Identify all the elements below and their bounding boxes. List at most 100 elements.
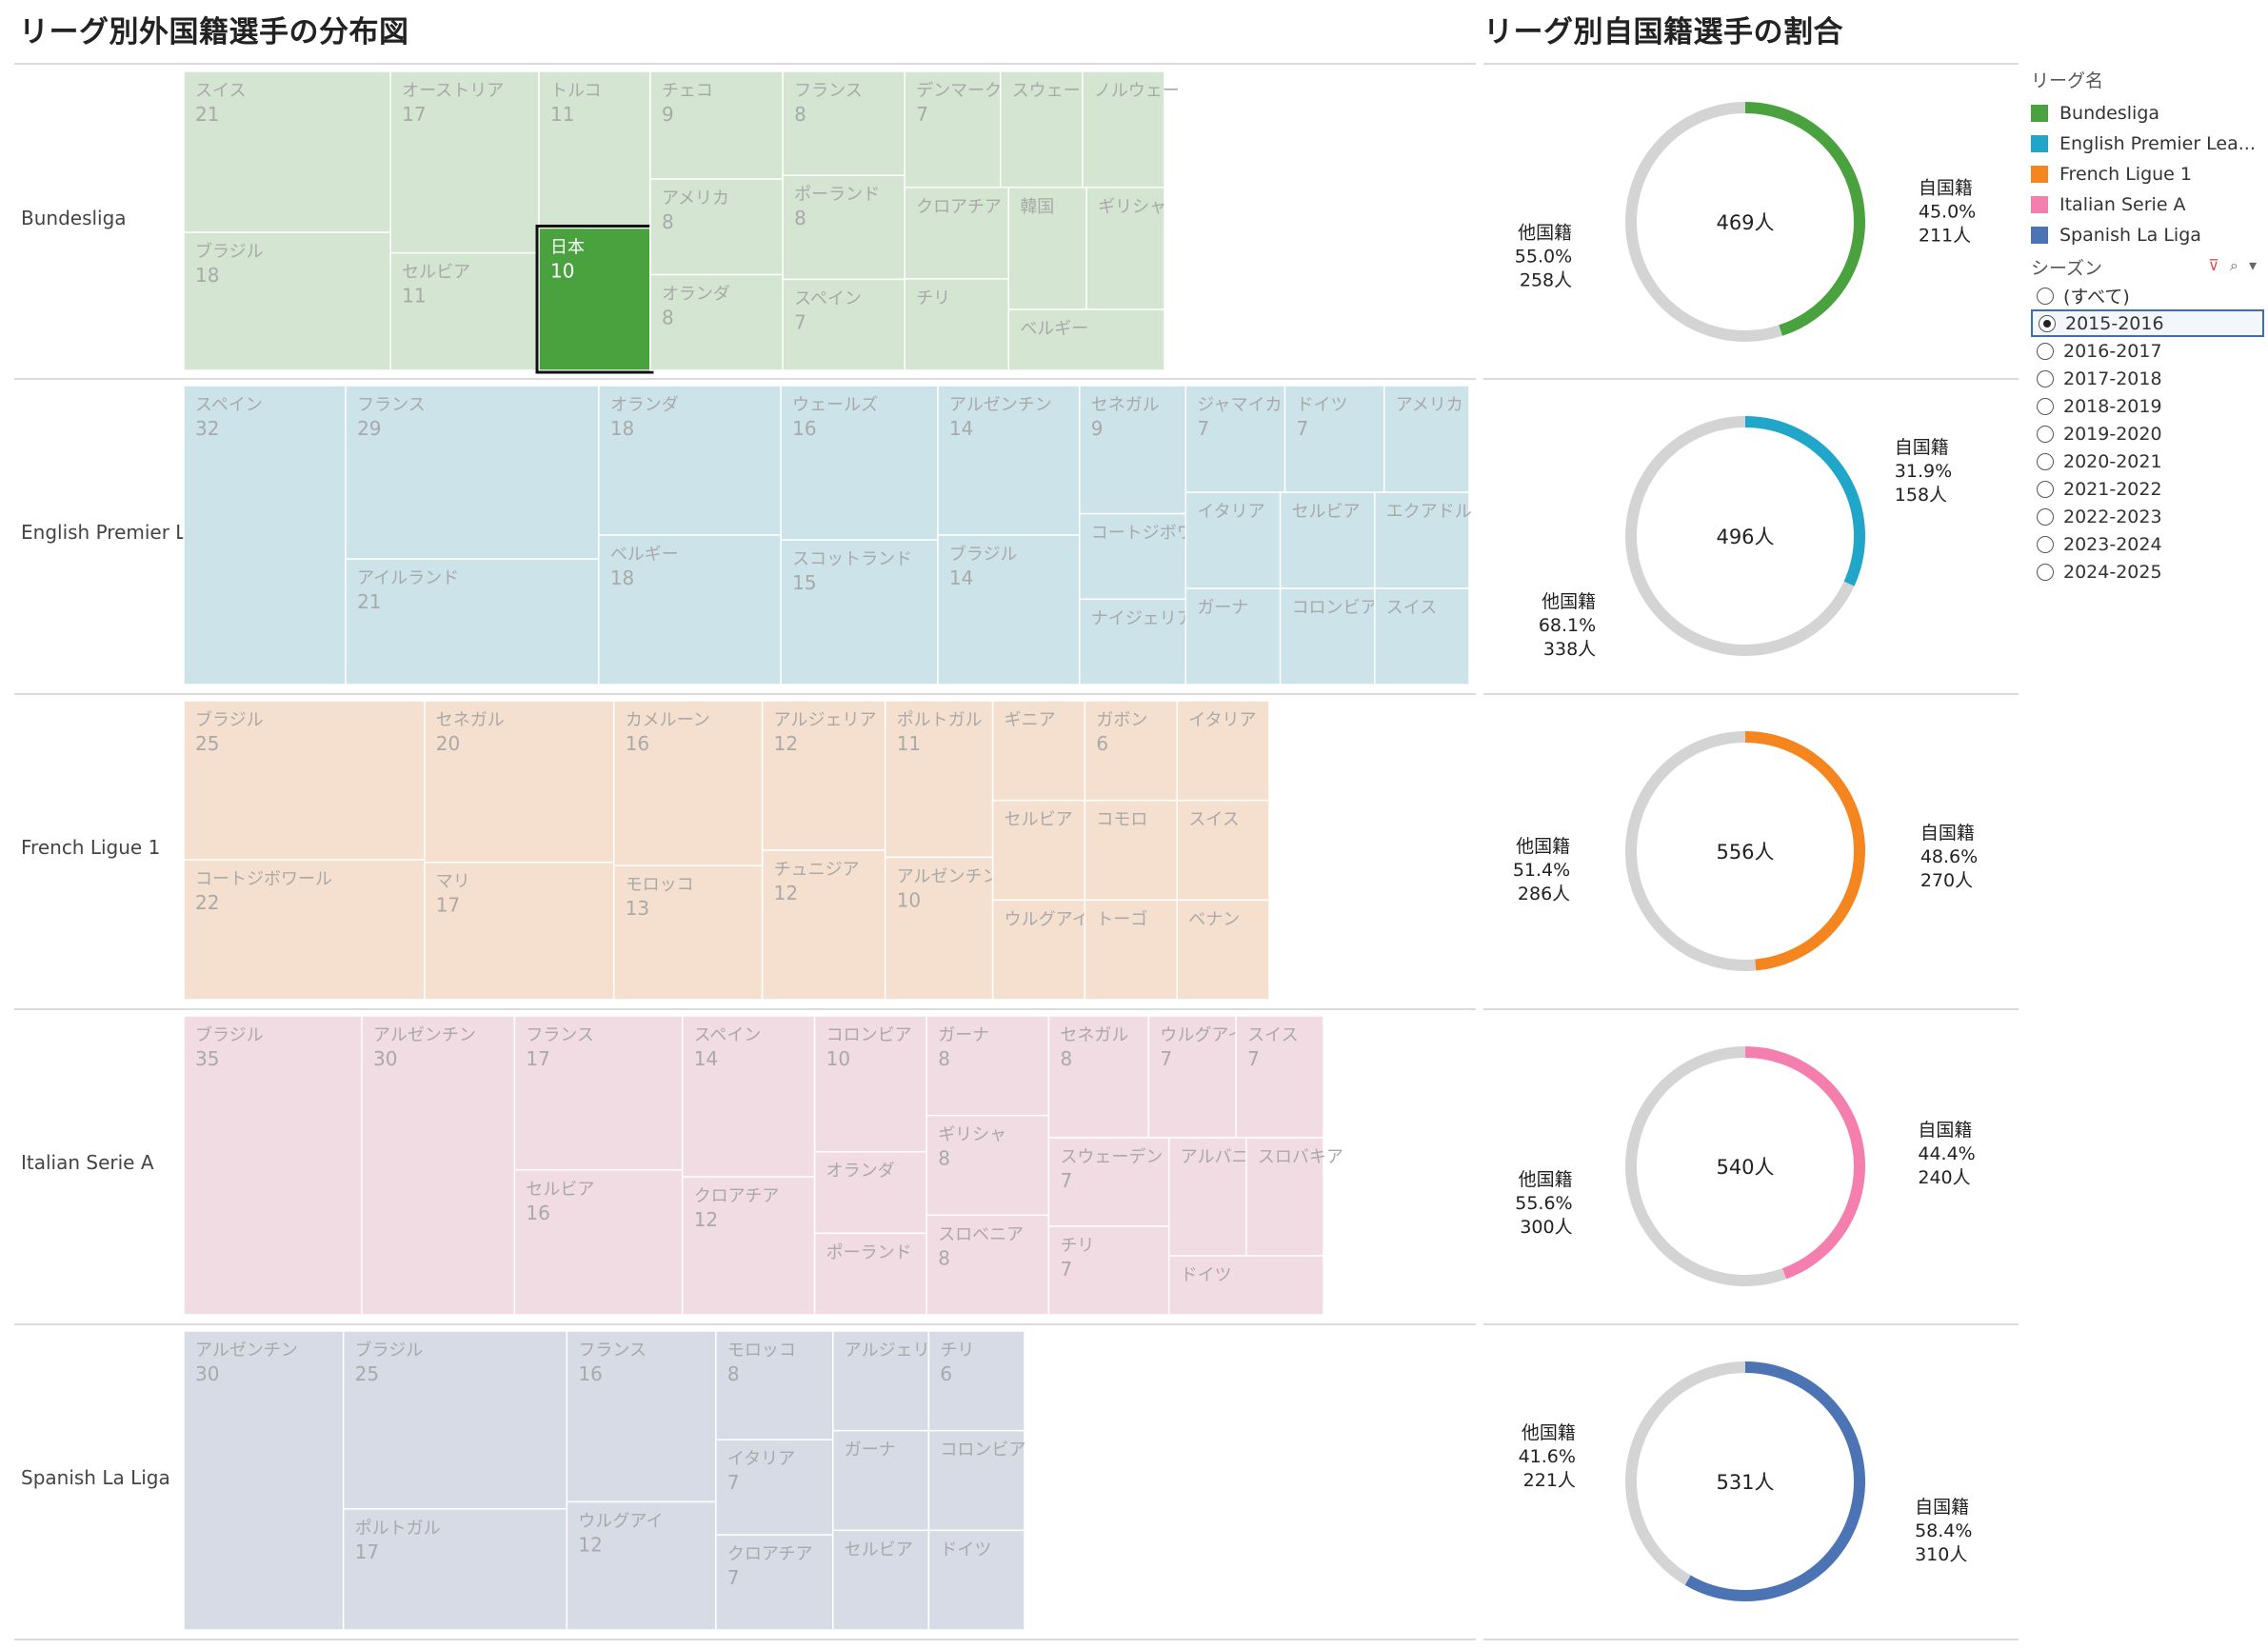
treemap-cell-value: 7 [1297,417,1309,440]
legend-item-la-liga[interactable]: Spanish La Liga [2031,220,2268,250]
treemap-cell [342,1508,568,1631]
season-option[interactable]: 2018-2019 [2031,392,2264,420]
treemap-cell-label: トーゴ [1096,909,1147,929]
season-option-label: 2020-2021 [2063,450,2162,472]
donut-title: リーグ別自国籍選手の割合 [1483,15,1843,50]
season-option[interactable]: 2020-2021 [2031,447,2264,475]
treemap-cell [991,899,1086,1001]
treemap-cell-label: セルビア [402,263,470,283]
treemap-cell-label: ブラジル [195,1024,264,1045]
donut-label-other: 221人 [1523,1470,1576,1491]
legend-label: Spanish La Liga [2059,225,2201,246]
treemap-cell [1176,899,1270,1001]
treemap-cell [780,539,939,685]
search-icon[interactable]: ⌕ [2229,256,2238,274]
donut-label-own: 自国籍 [1918,1120,1972,1141]
treemap-cell-label: ウルグアイ [578,1511,663,1531]
treemap-cell-label: イタリア [727,1449,795,1469]
treemap-cell-value: 8 [1060,1047,1072,1070]
donut-label-other: 他国籍 [1519,1169,1573,1190]
treemap-cell-label: スペイン [694,1025,762,1045]
legend-item-premier-league[interactable]: English Premier Lea... [2031,129,2268,159]
treemap-cell-value: 11 [550,103,574,126]
treemap-cell-value: 16 [792,417,816,440]
legend-label: English Premier Lea... [2059,133,2256,154]
treemap-cell [1374,491,1470,589]
season-option[interactable]: 2024-2025 [2031,558,2264,586]
donut-slice-other [1625,731,1757,971]
season-option[interactable]: 2019-2020 [2031,420,2264,447]
season-option[interactable]: 2021-2022 [2031,475,2264,503]
donut-label-other: 41.6% [1519,1446,1576,1467]
season-option-label: 2019-2020 [2063,423,2162,445]
treemap-cell [1184,491,1282,589]
season-option[interactable]: 2015-2016 [2031,309,2264,337]
season-option[interactable]: 2023-2024 [2031,530,2264,558]
treemap-cell [389,70,540,254]
treemap-cell-label: スロバキア [1258,1147,1343,1167]
donut-slice-own [1744,1046,1865,1280]
treemap-cell-value: 12 [774,732,798,755]
clear-filter-icon[interactable]: ⊽ [2208,256,2219,274]
treemap-cell-label: チリ [916,288,950,308]
treemap-cell-value: 7 [1060,1258,1072,1281]
treemap-cell-label: ベルギー [610,545,679,565]
donut-total: 496人 [1716,526,1774,548]
treemap-cell [1007,308,1165,371]
treemap-cell [937,534,1081,685]
treemap-cell-value: 8 [662,210,674,233]
donut-label-own: 310人 [1915,1544,1967,1565]
season-option-label: 2016-2017 [2063,340,2162,362]
treemap-cell [183,70,391,233]
treemap-cell [1176,700,1270,802]
treemap-cell [1383,385,1470,493]
season-option[interactable]: 2022-2023 [2031,503,2264,530]
treemap-cell [904,70,1002,189]
season-option-label: (すべて) [2063,287,2130,308]
treemap-cell-value: 17 [402,103,426,126]
treemap-cell [1374,587,1470,685]
treemap-cell-label: フランス [794,81,863,101]
treemap-cell [1283,385,1385,493]
treemap-cell [1078,385,1187,515]
season-option[interactable]: (すべて) [2031,282,2264,309]
treemap-cell-label: ポーランド [826,1242,912,1262]
treemap-cell-value: 9 [662,103,674,126]
chevron-down-icon[interactable]: ▾ [2248,256,2257,274]
treemap-cell-label: アルジェリア [845,1341,947,1361]
season-option-label: 2024-2025 [2063,561,2162,583]
treemap-row: Italian Serie Aブラジル35アルゼンチン30フランス17セルビア1… [21,1015,1343,1316]
treemap-cell-value: 7 [727,1566,740,1589]
treemap-cell [681,1015,816,1178]
treemap-cell-value: 30 [373,1047,397,1070]
treemap-cell-value: 7 [1247,1047,1260,1070]
treemap-cell [538,227,651,371]
donut-total: 556人 [1716,841,1774,864]
treemap-cell-label: コロンビア [1292,598,1378,618]
treemap-cell-label: モロッコ [626,875,694,895]
treemap-cell-label: セルビア [1005,810,1073,830]
legend-item-serie-a[interactable]: Italian Serie A [2031,189,2268,220]
treemap-cell-value: 8 [727,1362,740,1385]
treemap-cell-label: チェコ [662,81,713,101]
legend-swatch [2031,135,2048,152]
season-filter-header: シーズン ⊽ ⌕ ▾ [2031,254,2264,283]
treemap-cell-label: エクアドル [1386,502,1472,522]
legend-title: リーグ名 [2031,70,2104,91]
treemap-cell [1084,799,1178,902]
treemap-cell-label: ジャマイカ [1197,395,1282,415]
legend-swatch [2031,105,2048,122]
donut-label-other: 他国籍 [1516,836,1570,857]
radio-icon [2037,452,2054,470]
treemap-cell [183,1330,345,1631]
treemap-cell-value: 8 [794,103,806,126]
season-option[interactable]: 2017-2018 [2031,365,2264,392]
treemap-cell-value: 14 [949,566,973,589]
treemap-cell-label: アルゼンチン [195,1341,298,1361]
treemap-cell [1184,587,1282,685]
season-option[interactable]: 2016-2017 [2031,337,2264,365]
treemap-cell-label: ポルトガル [897,710,983,730]
treemap-cell [813,1015,927,1153]
legend-item-bundesliga[interactable]: Bundesliga [2031,98,2268,129]
legend-item-ligue-1[interactable]: French Ligue 1 [2031,159,2268,189]
